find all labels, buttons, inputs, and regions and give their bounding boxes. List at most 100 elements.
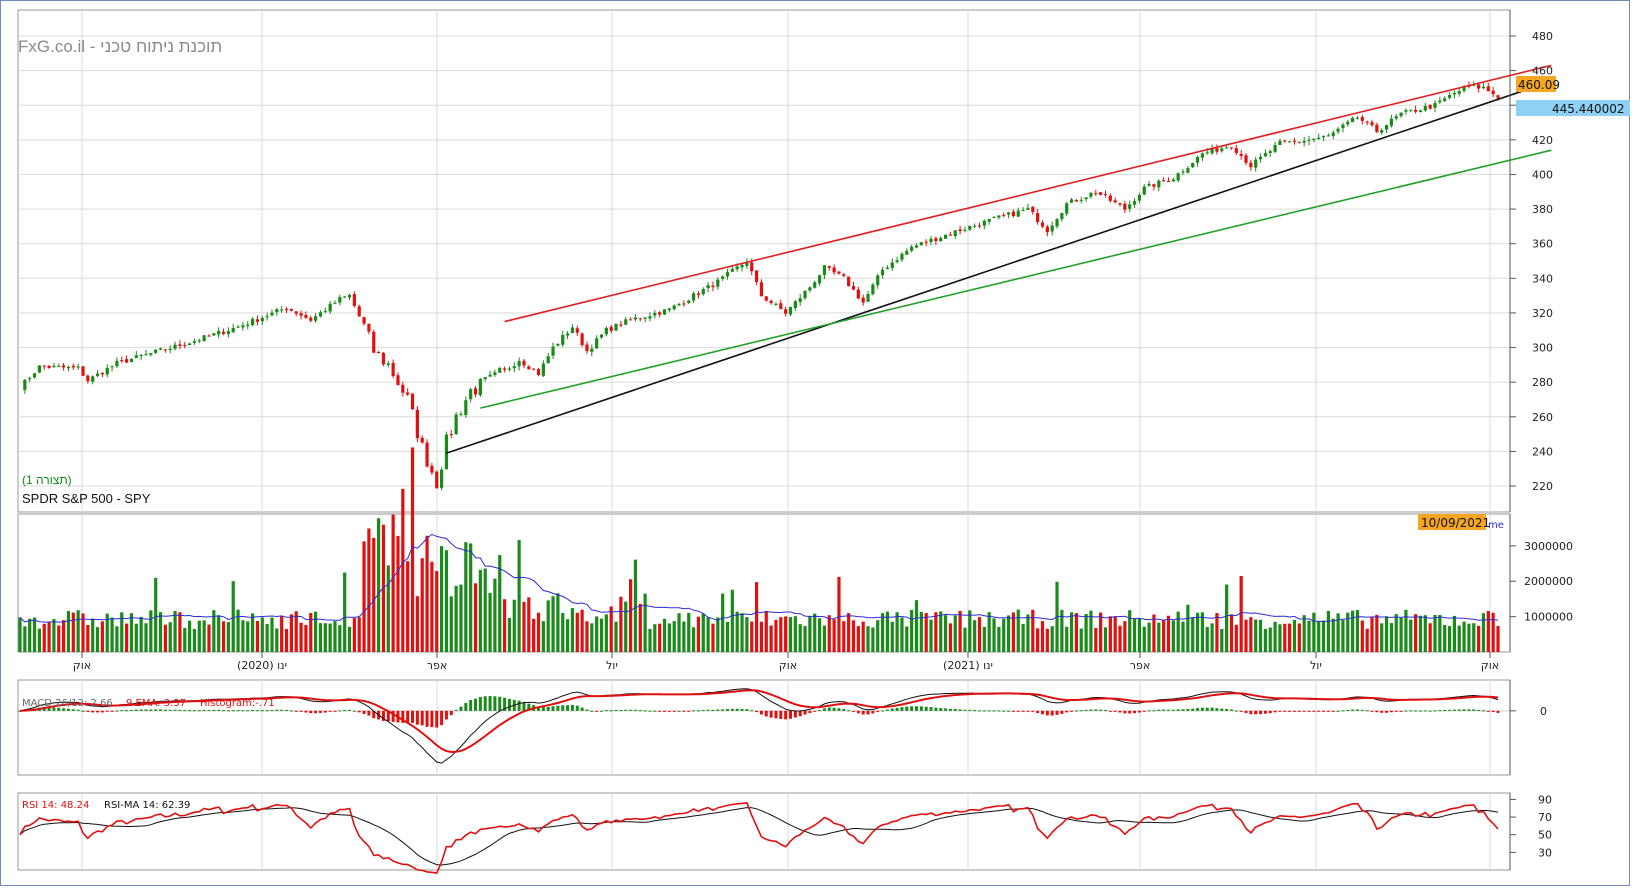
macd-histogram-bar — [52, 707, 56, 711]
panel-frame — [17, 679, 1511, 776]
macd-histogram-bar — [629, 709, 633, 711]
candle-body — [168, 348, 172, 351]
macd-histogram-bar — [386, 710, 390, 722]
volume-bar — [982, 626, 986, 652]
volume-bar — [687, 612, 691, 652]
candle-body — [372, 331, 376, 353]
trendlines[interactable] — [446, 64, 1552, 454]
macd-histogram-bar — [1171, 709, 1175, 711]
volume-bar — [289, 614, 293, 652]
volume-bar — [391, 514, 395, 652]
macd-histogram-bar — [430, 710, 434, 728]
candle-body — [924, 241, 928, 243]
volume-bar — [769, 625, 773, 652]
volume-bar — [415, 596, 419, 652]
candle-body — [241, 325, 245, 328]
macd-histogram-bar — [1094, 709, 1098, 711]
volume-bar — [1094, 628, 1098, 652]
volume-bar — [212, 610, 216, 652]
volume-bar — [595, 616, 599, 652]
candle-body — [982, 220, 986, 226]
cursor-date-badge — [1418, 514, 1486, 530]
volume-bar — [323, 623, 327, 652]
macd-histogram-bar — [638, 710, 642, 712]
macd-histogram-bar — [1123, 710, 1127, 714]
volume-bar — [498, 555, 502, 652]
volume-bar — [716, 617, 720, 652]
macd-histogram-bar — [309, 710, 313, 714]
macd-histogram-bar — [275, 709, 279, 711]
volume-bar — [1263, 628, 1267, 652]
volume-bar — [754, 582, 759, 652]
volume-bar — [202, 620, 206, 652]
volume-bar — [425, 535, 429, 652]
candle-body — [32, 373, 37, 378]
candle-body — [866, 294, 870, 302]
volume-bar — [817, 618, 822, 652]
volume-bar — [488, 592, 492, 652]
candle-body — [236, 326, 240, 328]
volume-bar — [1428, 623, 1432, 652]
macd-histogram-bar — [1215, 708, 1219, 711]
volume-bar — [691, 627, 696, 652]
macd-histogram-bar — [1186, 708, 1190, 711]
macd-histogram-bar — [856, 710, 860, 714]
price-tick-label: 300 — [1532, 342, 1553, 355]
macd-histogram-bar — [968, 709, 972, 711]
candle-body — [997, 215, 1001, 218]
macd-histogram-bar — [1341, 710, 1345, 712]
volume-bar — [115, 626, 119, 652]
volume-bar — [1317, 621, 1321, 652]
candle-body — [1452, 92, 1456, 95]
candle-body — [1031, 206, 1035, 213]
candle-body — [1229, 147, 1234, 149]
volume-bar — [1191, 617, 1195, 652]
candle-body — [895, 260, 899, 262]
candle-body — [541, 363, 545, 376]
volume-bar — [502, 599, 507, 652]
candle-body — [105, 367, 109, 375]
volume-bar — [66, 611, 71, 652]
rsi-tick-label: 50 — [1538, 829, 1552, 842]
candle-body — [1113, 200, 1117, 203]
volume-bar — [410, 447, 415, 652]
macd-histogram-bar — [1142, 710, 1146, 712]
candle-body — [1384, 125, 1389, 130]
macd-histogram-bar — [818, 710, 822, 712]
candle-body — [221, 331, 226, 334]
volume-bar — [430, 561, 434, 652]
candle-body — [1312, 138, 1316, 140]
candle-body — [1317, 137, 1321, 139]
candle-body — [1283, 140, 1287, 142]
macd-histogram-bar — [454, 710, 458, 712]
macd-histogram-bar — [609, 710, 613, 712]
macd-histogram-bar — [1268, 710, 1272, 714]
volume-bar — [1244, 619, 1248, 652]
volume-bar — [95, 627, 100, 652]
volume-bar — [934, 612, 938, 652]
candle-body — [711, 285, 715, 288]
macd-histogram-bar — [1278, 710, 1282, 712]
macd-histogram-bar — [590, 710, 594, 712]
candle-body — [425, 442, 429, 467]
volume-tick-label: 1000000 — [1524, 611, 1573, 624]
volume-bar — [847, 613, 851, 652]
volume-bar — [1002, 618, 1006, 652]
candle-body — [1195, 156, 1200, 163]
candle-body — [1496, 95, 1500, 99]
volume-bar — [144, 623, 148, 652]
candle-body — [1370, 122, 1374, 126]
candle-body — [890, 262, 894, 268]
macd-histogram-bar — [537, 706, 541, 711]
candle-body — [1462, 86, 1466, 91]
macd-histogram-bar — [1128, 710, 1132, 714]
volume-bar — [1084, 614, 1088, 652]
macd-histogram-bar — [1326, 710, 1330, 712]
candle-body — [1355, 117, 1360, 119]
volume-bar — [1137, 618, 1142, 652]
candle-body — [813, 282, 817, 288]
volume-bar — [1215, 613, 1219, 652]
volume-bar — [91, 618, 95, 652]
candle-body — [255, 319, 260, 322]
